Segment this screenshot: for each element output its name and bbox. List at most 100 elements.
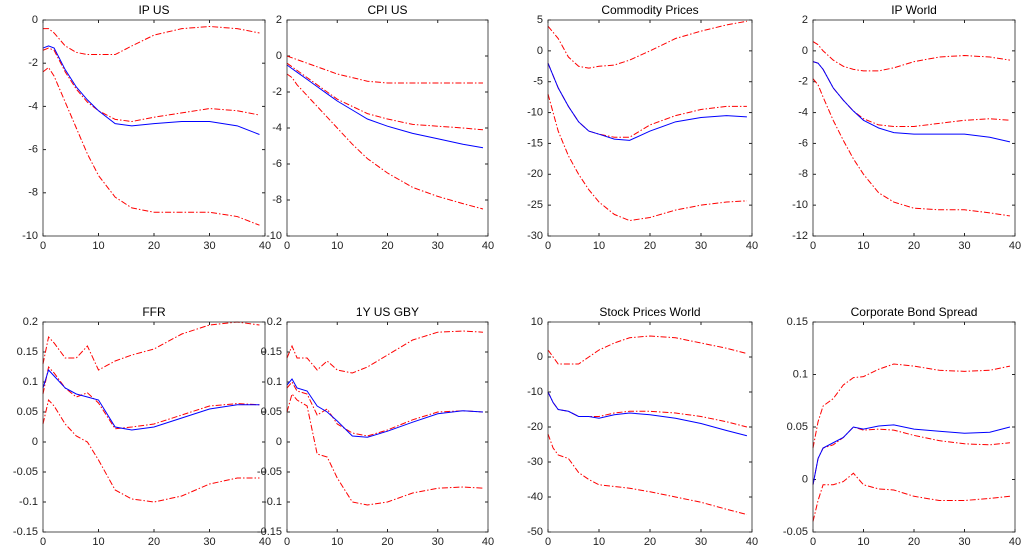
axes-box [42,321,266,533]
y-tick-label: -0.1 [263,496,282,508]
y-tick-label: -20 [527,168,543,180]
plot-area [43,20,265,236]
y-tick-label: -10 [527,386,543,398]
series-line [812,363,1011,449]
y-tick-label: -15 [527,137,543,149]
x-tick-label: 20 [381,240,393,252]
x-tick-label: 0 [810,240,816,252]
chart-title: IP US [138,3,169,17]
series-line [286,392,484,506]
x-tick-label: 40 [1009,240,1021,252]
x-tick-label: 30 [203,536,215,548]
y-tick-label: -2 [798,76,808,88]
x-tick-label: 20 [908,240,920,252]
plot-area [548,20,752,236]
y-tick-label: 0 [32,436,38,448]
y-tick-label: 0 [802,45,808,57]
y-tick-label: 10 [531,316,543,328]
y-tick-label: -12 [792,230,808,242]
series-line [812,41,1011,72]
series-line [547,20,747,69]
y-tick-label: 0.15 [17,346,38,358]
y-tick-label: -4 [28,100,38,112]
y-tick-label: -4 [272,122,282,134]
series-line [547,93,747,222]
axes-box [286,19,489,237]
series-line [42,321,260,371]
y-tick-label: 0 [537,351,543,363]
y-tick-label: -8 [272,194,282,206]
axes-box [812,321,1016,533]
y-tick-label: 2 [276,14,282,26]
x-tick-label: 30 [432,240,444,252]
series-line [42,45,260,135]
axes-box [547,321,753,533]
series-line [43,25,260,56]
x-tick-label: 20 [148,536,160,548]
y-tick-label: 0.1 [793,368,808,380]
y-tick-label: 0.05 [787,421,808,433]
x-tick-label: 0 [810,536,816,548]
series-line [286,62,484,131]
x-tick-label: 30 [695,240,707,252]
series-line [547,335,748,365]
x-tick-label: 40 [746,240,758,252]
series-line [812,78,1011,217]
series-line [286,378,484,438]
x-tick-label: 30 [432,536,444,548]
x-tick-label: 20 [644,240,656,252]
series-line [812,61,1011,143]
y-tick-label: -10 [527,106,543,118]
x-tick-label: 40 [1009,536,1021,548]
chart-title: IP World [891,3,937,17]
y-tick-label: -10 [266,230,282,242]
plot-area [813,20,1015,236]
x-tick-label: 20 [908,536,920,548]
series-line [286,55,483,84]
y-tick-label: 0.05 [261,406,282,418]
y-tick-label: 2 [802,14,808,26]
x-tick-label: 0 [40,240,46,252]
series-line [42,398,260,503]
plot-area [287,20,488,236]
y-tick-label: -10 [792,199,808,211]
x-tick-label: 30 [958,536,970,548]
y-tick-label: 0.1 [23,376,38,388]
x-tick-label: 10 [857,240,869,252]
x-tick-label: 10 [593,536,605,548]
series-line [42,365,260,430]
x-tick-label: 0 [284,240,290,252]
x-tick-label: 10 [331,536,343,548]
y-tick-label: -0.15 [13,526,38,538]
y-tick-label: -6 [28,144,38,156]
y-tick-label: 0.2 [267,316,282,328]
y-tick-label: -30 [527,456,543,468]
series-line [42,369,260,431]
x-tick-label: 30 [958,240,970,252]
series-line [812,472,1011,522]
x-tick-label: 40 [482,240,494,252]
series-line [547,63,747,141]
chart-title: 1Y US GBY [356,305,419,319]
y-tick-label: 0.05 [17,406,38,418]
x-tick-label: 40 [259,536,271,548]
y-tick-label: 0 [537,45,543,57]
y-tick-label: 0.15 [787,316,808,328]
y-tick-label: -8 [28,187,38,199]
x-tick-label: 20 [381,536,393,548]
x-tick-label: 40 [259,240,271,252]
axes-box [812,19,1016,237]
y-tick-label: 5 [537,14,543,26]
y-tick-label: 0 [276,50,282,62]
x-tick-label: 0 [545,240,551,252]
y-tick-label: 0 [276,436,282,448]
x-tick-label: 20 [644,536,656,548]
y-tick-label: 0 [802,473,808,485]
y-tick-label: -40 [527,491,543,503]
y-tick-label: -0.05 [783,526,808,538]
y-tick-label: -5 [533,76,543,88]
x-tick-label: 40 [746,536,758,548]
series-line [286,64,484,149]
series-line [812,424,1011,485]
